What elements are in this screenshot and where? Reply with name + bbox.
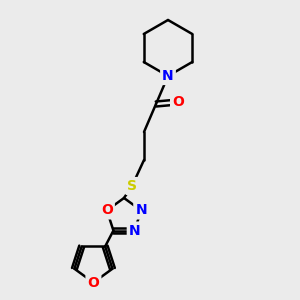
Text: O: O	[172, 95, 184, 109]
Text: S: S	[127, 179, 137, 193]
Text: O: O	[88, 276, 99, 289]
Text: N: N	[162, 69, 174, 83]
Text: N: N	[129, 224, 140, 238]
Text: N: N	[135, 203, 147, 218]
Text: O: O	[101, 203, 113, 218]
